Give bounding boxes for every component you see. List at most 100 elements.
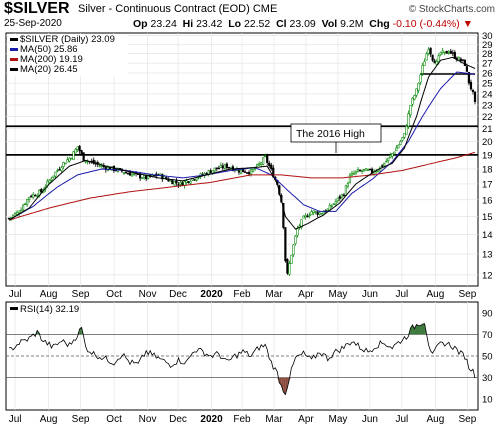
candle-body — [318, 212, 321, 215]
candle-body — [50, 178, 53, 181]
candle-body — [368, 168, 372, 171]
candle-body — [221, 165, 224, 169]
candle-body — [268, 162, 271, 167]
candle-body — [187, 181, 190, 183]
rsi-x-tick-label: Sep — [458, 414, 476, 425]
price-tick-label: 30 — [482, 31, 493, 42]
open-value: 23.24 — [150, 18, 177, 30]
candle-body — [381, 165, 384, 167]
candle-body — [28, 196, 31, 200]
rsi-overbought-fill — [422, 323, 425, 335]
candle-body — [40, 189, 43, 193]
description-text: Silver - Continuous Contract (EOD) — [78, 3, 250, 15]
candle-body — [175, 180, 178, 184]
x-tick-label: Mar — [265, 289, 283, 300]
price-tick-label: 23 — [482, 100, 493, 111]
candle-body — [48, 179, 51, 183]
x-tick-label: Oct — [106, 289, 122, 300]
candle-body — [340, 194, 343, 198]
x-tick-label: Apr — [298, 289, 314, 300]
stockcharts-brand[interactable]: © StockCharts.com — [408, 4, 495, 15]
price-tick-label: 13 — [482, 249, 493, 260]
candle-body — [64, 162, 67, 165]
candle-body — [132, 173, 136, 175]
price-tick-label: 12 — [482, 270, 493, 281]
candle-body — [74, 149, 77, 154]
candle-body — [15, 211, 19, 215]
rsi-x-tick-label: Dec — [169, 414, 187, 425]
candle-body — [310, 211, 313, 216]
candle-body — [427, 49, 430, 54]
candle-body — [66, 159, 69, 163]
chart-header: $SILVER Silver - Continuous Contract (EO… — [0, 0, 499, 34]
candle-body — [332, 203, 335, 205]
candle-body — [256, 163, 259, 168]
x-tick-label: Aug — [427, 289, 445, 300]
price-tick-label: 24 — [482, 89, 493, 100]
candle-body — [270, 164, 273, 170]
candle-body — [441, 50, 444, 54]
rsi-overbought-fill — [410, 324, 413, 335]
rsi-legend-swatch — [10, 307, 18, 310]
legend-swatch-ma200 — [10, 58, 18, 61]
candle-body — [296, 228, 299, 236]
candle-body — [338, 196, 341, 199]
candle-body — [308, 214, 311, 217]
ma-line-ma200 — [8, 151, 476, 221]
candle-body — [124, 172, 128, 174]
rsi-overbought-fill — [412, 324, 415, 335]
symbol-description: Silver - Continuous Contract (EOD) CME — [78, 3, 277, 15]
candle-body — [294, 235, 297, 244]
candle-body — [445, 50, 448, 54]
candle-body — [70, 158, 73, 160]
candle-body — [247, 172, 251, 175]
x-tick-label: Feb — [233, 289, 251, 300]
candle-body — [217, 167, 220, 170]
candle-body — [122, 172, 126, 174]
legend-swatch-price — [10, 38, 18, 41]
candle-body — [405, 126, 408, 135]
candle-body — [32, 194, 35, 198]
candle-body — [84, 161, 87, 163]
candle-body — [225, 163, 228, 168]
price-tick-label: 21 — [482, 124, 493, 135]
price-tick-label: 29 — [482, 40, 493, 51]
legend-box — [8, 34, 128, 76]
rsi-x-tick-label: Jul — [9, 414, 22, 425]
candle-body — [286, 259, 289, 274]
candle-body — [98, 165, 101, 167]
candle-body — [266, 155, 269, 163]
close-label: Cl — [276, 18, 287, 30]
rsi-oversold-fill — [285, 377, 288, 395]
candle-body — [322, 211, 325, 215]
candle-body — [358, 170, 362, 172]
candle-body — [300, 219, 303, 228]
legend-swatch-ma50 — [10, 48, 18, 51]
candle-body — [254, 167, 257, 170]
rsi-legend-text: RSI(14) 32.19 — [20, 304, 79, 315]
candle-body — [419, 74, 422, 83]
price-tick-label: 16 — [482, 195, 493, 206]
candle-body — [320, 212, 323, 215]
rsi-overbought-fill — [414, 324, 417, 335]
candle-body — [219, 165, 222, 168]
rsi-tick-label: 10 — [482, 395, 493, 406]
rsi-x-tick-label: Aug — [40, 414, 58, 425]
rsi-tick-label: 70 — [482, 330, 493, 341]
candle-body — [463, 59, 467, 67]
x-tick-label: 2020 — [200, 289, 223, 300]
candle-body — [348, 174, 352, 184]
rsi-x-tick-label: Apr — [298, 414, 314, 425]
candle-body — [385, 160, 388, 163]
candle-body — [407, 113, 410, 127]
candle-body — [391, 153, 394, 157]
candle-body — [169, 180, 172, 182]
candle-body — [60, 167, 63, 171]
candle-body — [189, 181, 192, 184]
candle-body — [262, 157, 265, 165]
candle-body — [417, 82, 420, 91]
candle-body — [128, 172, 132, 176]
price-tick-label: 20 — [482, 137, 493, 148]
rsi-x-tick-label: Nov — [139, 414, 157, 425]
